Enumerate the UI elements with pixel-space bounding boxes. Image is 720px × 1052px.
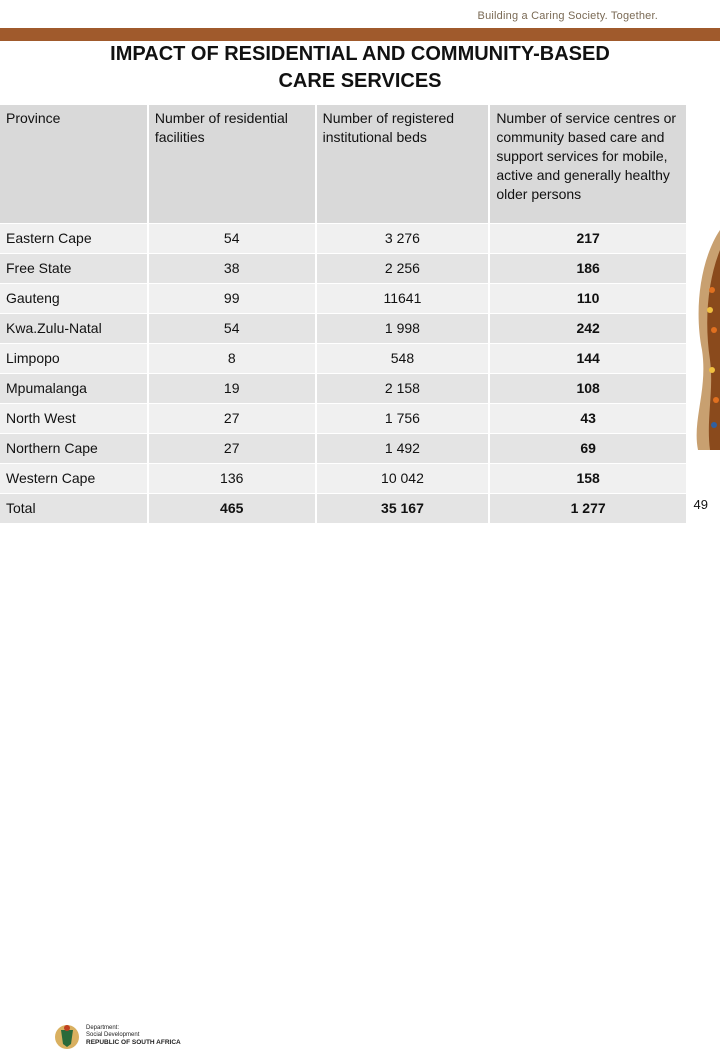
table-total-row: Total 465 35 167 1 277	[0, 492, 688, 523]
cell-province: Free State	[0, 252, 149, 283]
cell-institutional-beds: 548	[315, 342, 491, 373]
cell-residential-facilities: 54	[147, 312, 317, 343]
cell-province: Northern Cape	[0, 432, 149, 463]
table-row: Limpopo 8 548 144	[0, 342, 688, 373]
cell-service-centres: 1 277	[489, 492, 688, 523]
title-line-1: IMPACT OF RESIDENTIAL AND COMMUNITY-BASE…	[110, 43, 610, 65]
department-logo-text: Department: Social Development REPUBLIC …	[86, 1025, 181, 1046]
table-row: Northern Cape 27 1 492 69	[0, 432, 688, 463]
table-row: Gauteng 99 11641 110	[0, 282, 688, 313]
cell-province: Total	[0, 492, 149, 523]
dept-line-3: REPUBLIC OF SOUTH AFRICA	[86, 1039, 181, 1046]
cell-province: Mpumalanga	[0, 372, 149, 403]
table-row: Mpumalanga 19 2 158 108	[0, 372, 688, 403]
accent-bar	[0, 28, 720, 41]
cell-service-centres: 110	[489, 282, 688, 313]
cell-service-centres: 108	[489, 372, 688, 403]
title-band	[0, 41, 720, 97]
cell-residential-facilities: 19	[147, 372, 317, 403]
cell-residential-facilities: 38	[147, 252, 317, 283]
cell-residential-facilities: 8	[147, 342, 317, 373]
table-row: Western Cape 136 10 042 158	[0, 462, 688, 493]
cell-residential-facilities: 27	[147, 402, 317, 433]
cell-institutional-beds: 2 256	[315, 252, 491, 283]
header-residential-facilities: Number of residential facilities	[147, 105, 317, 223]
table-row: North West 27 1 756 43	[0, 402, 688, 433]
cell-institutional-beds: 2 158	[315, 372, 491, 403]
dept-line-1: Department:	[86, 1025, 120, 1031]
cell-residential-facilities: 465	[147, 492, 317, 523]
footer: Department: Social Development REPUBLIC …	[0, 512, 720, 1049]
cell-province: Western Cape	[0, 462, 149, 493]
cell-province: North West	[0, 402, 149, 433]
cell-institutional-beds: 1 756	[315, 402, 491, 433]
cell-service-centres: 186	[489, 252, 688, 283]
cell-service-centres: 242	[489, 312, 688, 343]
cell-province: Eastern Cape	[0, 222, 149, 253]
cell-institutional-beds: 3 276	[315, 222, 491, 253]
data-table: Province Number of residential facilitie…	[0, 105, 688, 523]
cell-residential-facilities: 99	[147, 282, 317, 313]
cell-residential-facilities: 54	[147, 222, 317, 253]
cell-institutional-beds: 10 042	[315, 462, 491, 493]
tagline: Building a Caring Society. Together.	[477, 10, 658, 22]
header-service-centres: Number of service centres or community b…	[489, 105, 688, 223]
cell-residential-facilities: 27	[147, 432, 317, 463]
title-line-2: CARE SERVICES	[278, 70, 442, 92]
table-row: Free State 38 2 256 186	[0, 252, 688, 283]
header-institutional-beds: Number of registered institutional beds	[315, 105, 491, 223]
cell-service-centres: 43	[489, 402, 688, 433]
cell-service-centres: 69	[489, 432, 688, 463]
top-strip	[0, 0, 720, 28]
coat-of-arms-icon	[55, 1025, 79, 1049]
cell-institutional-beds: 1 492	[315, 432, 491, 463]
cell-province: Limpopo	[0, 342, 149, 373]
dept-line-2: Social Development	[86, 1032, 140, 1038]
cell-residential-facilities: 136	[147, 462, 317, 493]
cell-service-centres: 158	[489, 462, 688, 493]
cell-province: Gauteng	[0, 282, 149, 313]
cell-institutional-beds: 1 998	[315, 312, 491, 343]
table-row: Kwa.Zulu-Natal 54 1 998 242	[0, 312, 688, 343]
page-title: IMPACT OF RESIDENTIAL AND COMMUNITY-BASE…	[20, 41, 700, 95]
cell-service-centres: 217	[489, 222, 688, 253]
cell-institutional-beds: 35 167	[315, 492, 491, 523]
table-header-row: Province Number of residential facilitie…	[0, 105, 688, 223]
cell-province: Kwa.Zulu-Natal	[0, 312, 149, 343]
header-province: Province	[0, 105, 149, 223]
decorative-beadwork-image	[696, 230, 720, 450]
cell-institutional-beds: 11641	[315, 282, 491, 313]
table-row: Eastern Cape 54 3 276 217	[0, 222, 688, 253]
cell-service-centres: 144	[489, 342, 688, 373]
page-number: 49	[693, 497, 708, 512]
